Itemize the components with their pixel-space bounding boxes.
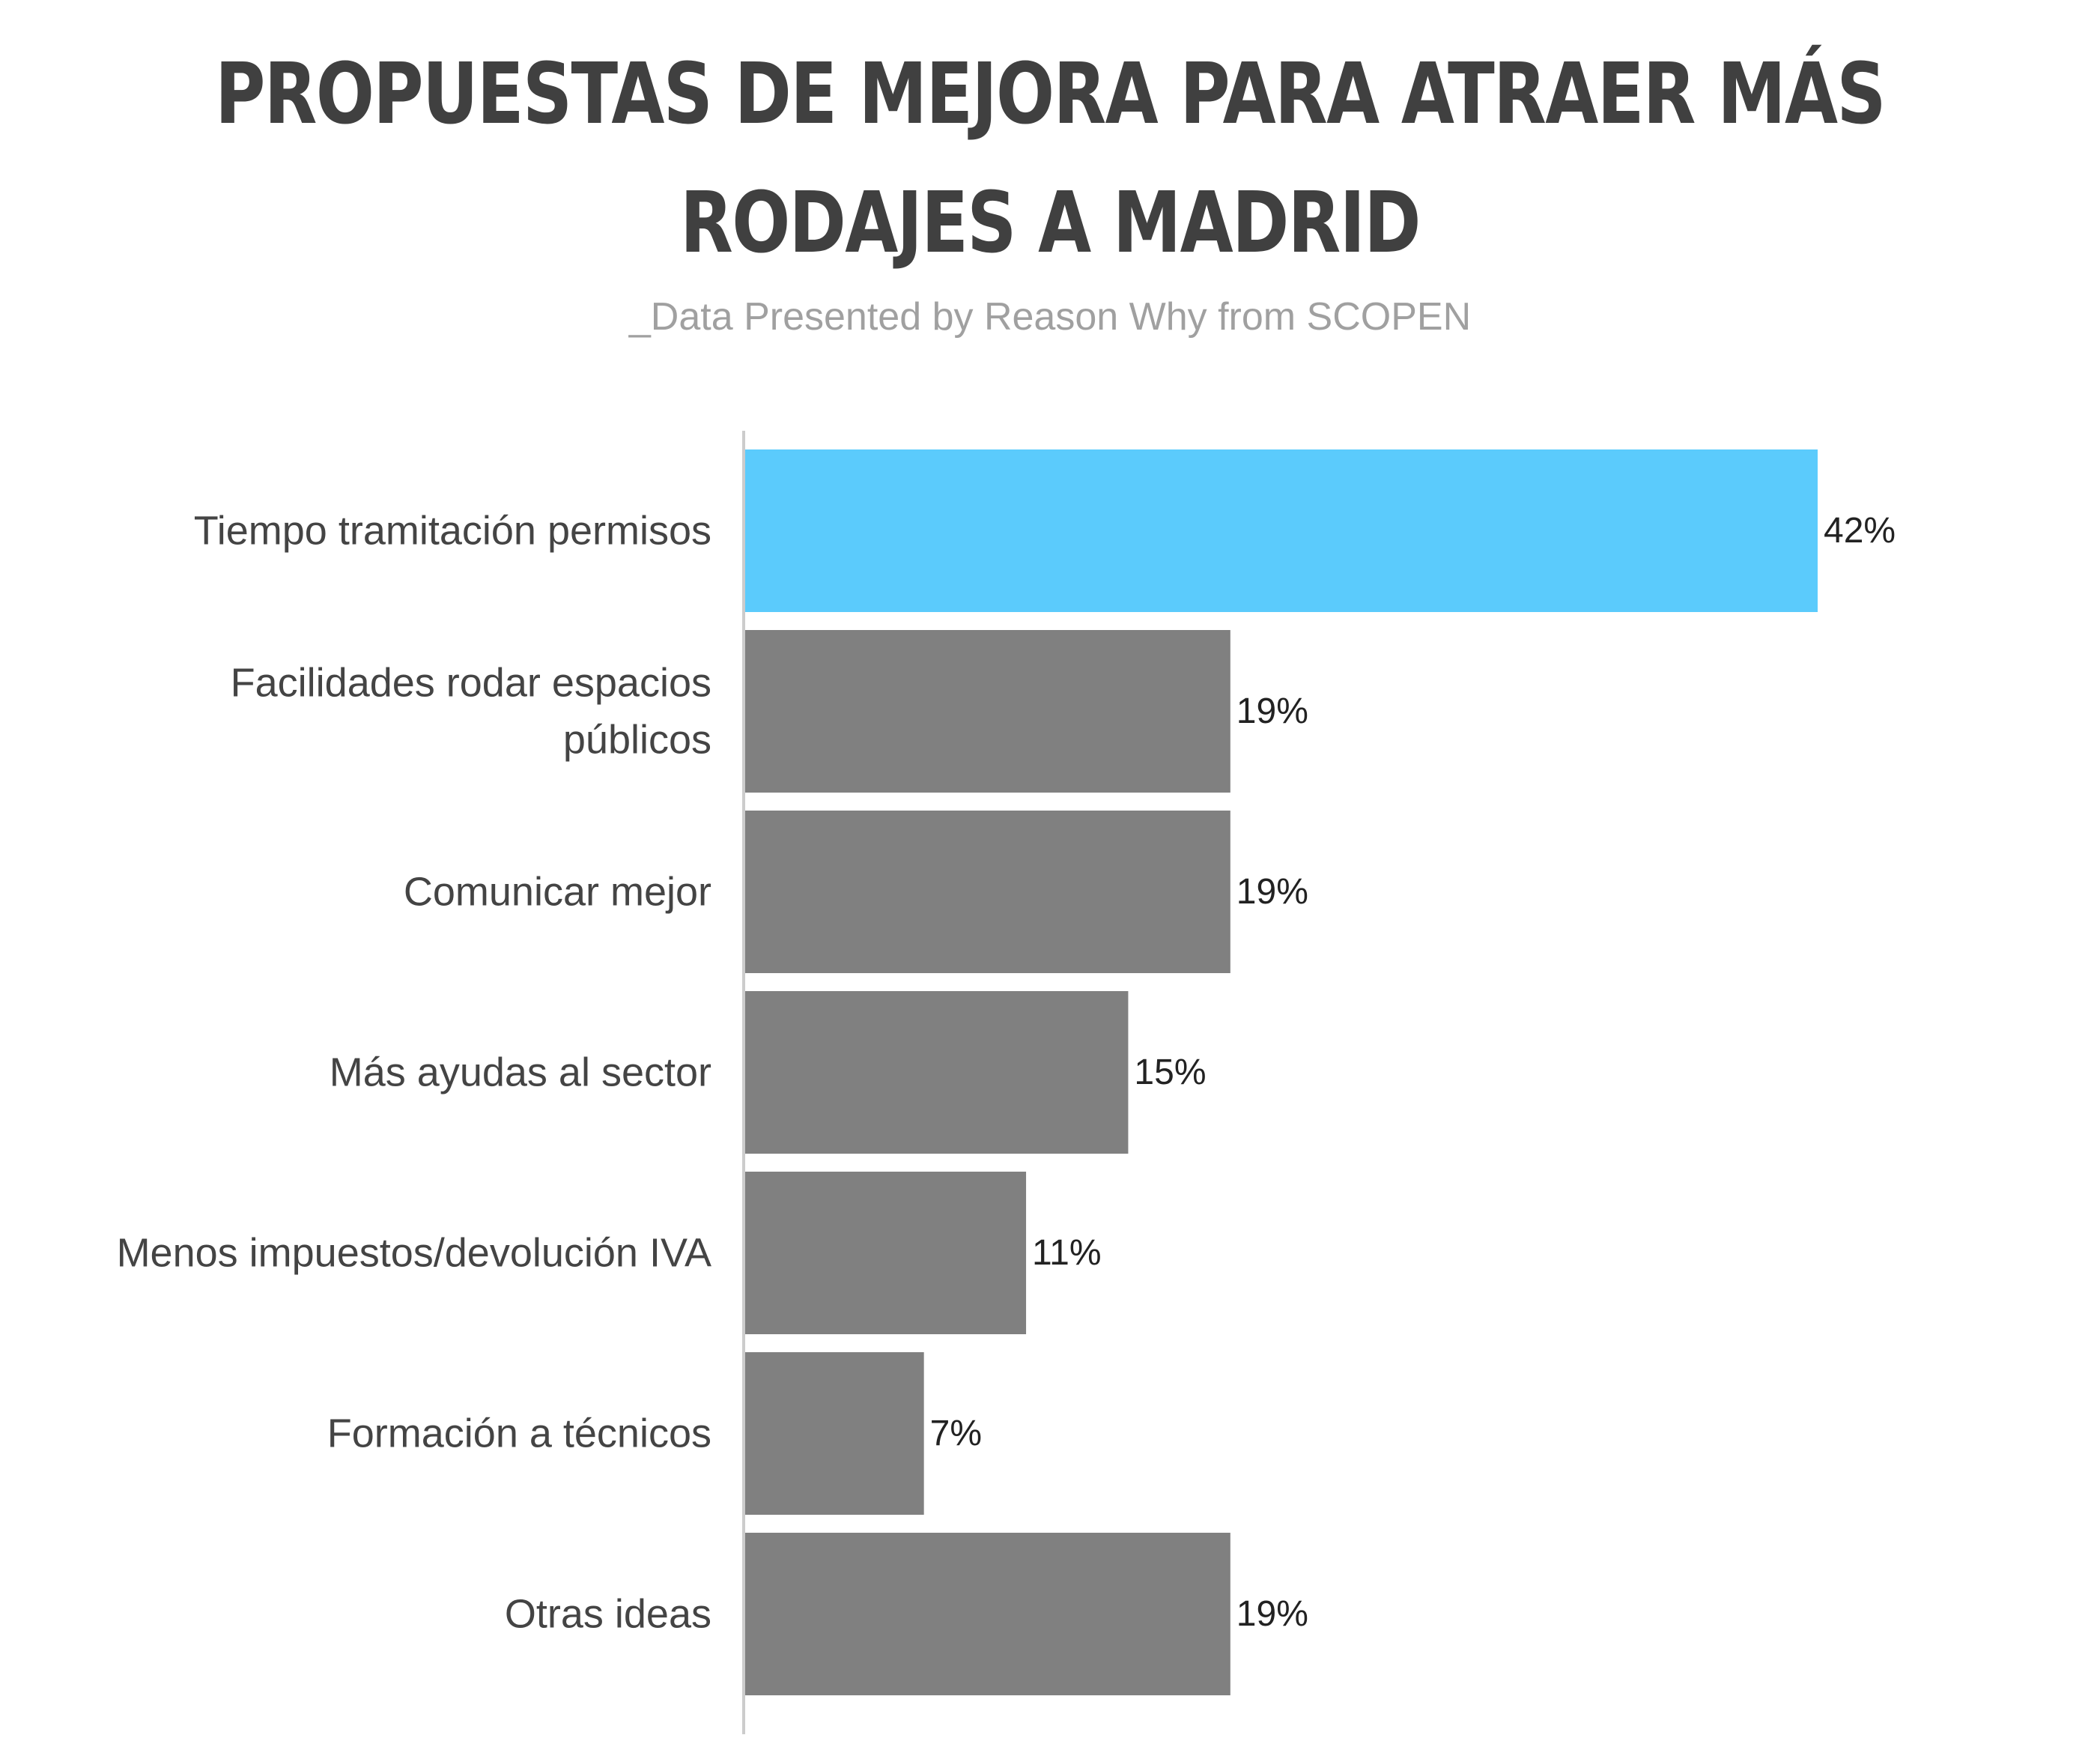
value-label-5: 11% (1032, 1233, 1102, 1273)
bar-3 (745, 811, 1230, 973)
category-label-7: Otras ideas (505, 1592, 711, 1637)
value-label-4: 15% (1134, 1053, 1206, 1092)
bar-4 (745, 991, 1129, 1154)
category-label-5: Menos impuestos/devolución IVA (117, 1231, 711, 1276)
category-label-2-line-1: Facilidades rodar espacios (231, 661, 711, 706)
category-label-6: Formación a técnicos (327, 1411, 711, 1456)
category-label-1: Tiempo tramitación permisos (194, 509, 711, 554)
category-label-1-line-1: Tiempo tramitación permisos (194, 509, 711, 554)
bar-1 (745, 449, 1818, 612)
value-label-7: 19% (1236, 1594, 1308, 1634)
value-labels-layer: 42% 19% 19% 15% 11% 7% 19% (930, 511, 1896, 1634)
category-label-4: Más ayudas al sector (330, 1050, 711, 1095)
category-labels-layer: Tiempo tramitación permisos Facilidades r… (117, 509, 711, 1637)
category-label-5-line-1: Menos impuestos/devolución IVA (117, 1231, 711, 1276)
bars-layer (745, 449, 1818, 1695)
category-label-4-line-1: Más ayudas al sector (330, 1050, 711, 1095)
chart-title-line-2: RODAJES A MADRID (680, 175, 1421, 272)
value-label-6: 7% (930, 1414, 982, 1453)
bar-2 (745, 630, 1230, 793)
chart-title-line-1: PROPUESTAS DE MEJORA PARA ATRAER MÁS (215, 46, 1886, 143)
category-label-2-line-2: públicos (563, 718, 711, 763)
bar-5 (745, 1172, 1027, 1334)
category-label-3: Comunicar mejor (404, 870, 711, 915)
value-label-3: 19% (1236, 872, 1308, 912)
category-label-6-line-1: Formación a técnicos (327, 1411, 711, 1456)
bar-6 (745, 1352, 924, 1515)
category-label-7-line-1: Otras ideas (505, 1592, 711, 1637)
category-label-2: Facilidades rodar espacios públicos (231, 661, 711, 763)
chart-subtitle: _Data Presented by Reason Why from SCOPE… (628, 295, 1472, 339)
value-label-1: 42% (1824, 511, 1896, 551)
bar-7 (745, 1533, 1230, 1695)
category-label-3-line-1: Comunicar mejor (404, 870, 711, 915)
value-label-2: 19% (1236, 691, 1308, 731)
chart-title: PROPUESTAS DE MEJORA PARA ATRAER MÁS ROD… (189, 30, 1911, 288)
